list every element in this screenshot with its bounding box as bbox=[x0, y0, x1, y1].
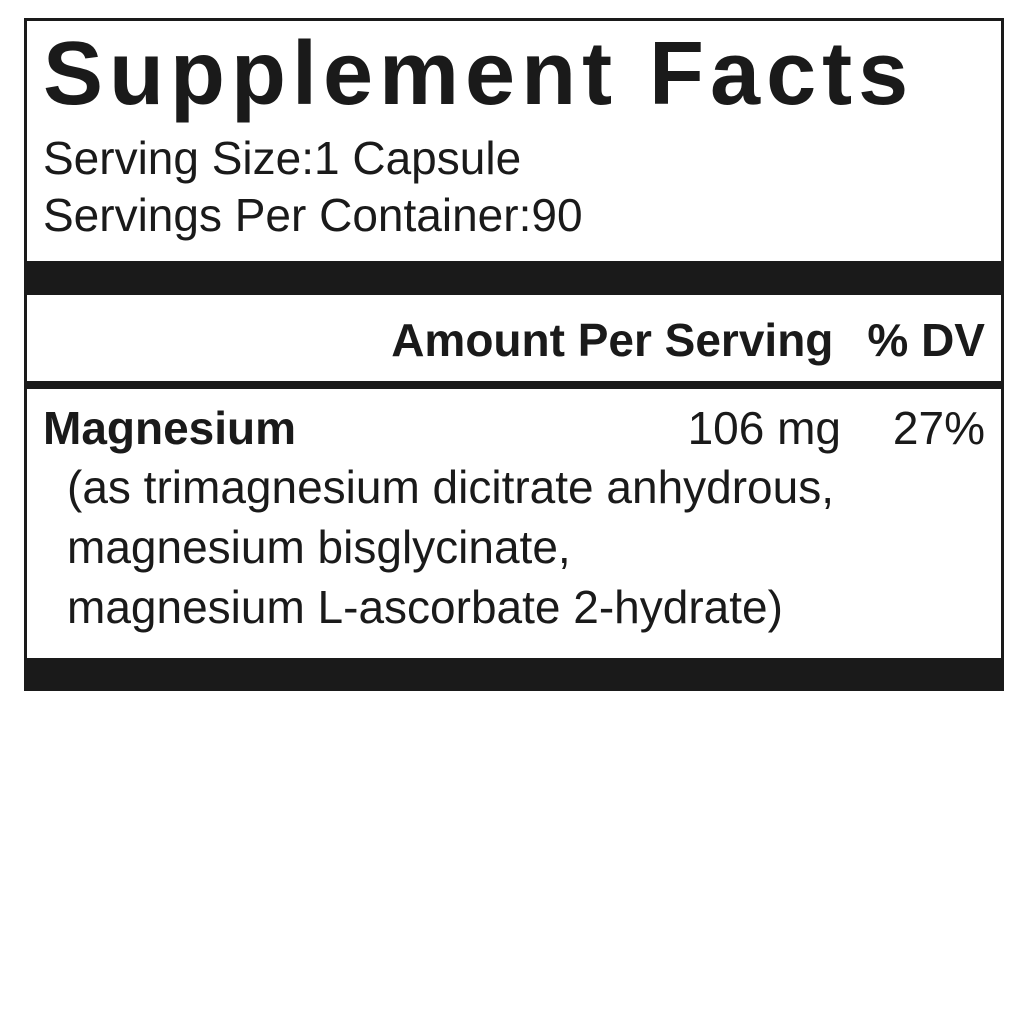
nutrient-row: Magnesium 106 mg 27% bbox=[43, 399, 985, 459]
servings-per-container-label: Servings Per Container: bbox=[43, 187, 531, 245]
nutrient-amount: 106 mg bbox=[296, 399, 875, 459]
thin-divider-bar bbox=[27, 381, 1001, 389]
bottom-divider-bar bbox=[27, 658, 1001, 688]
header-amount-per-serving: Amount Per Serving bbox=[391, 313, 833, 367]
serving-info: Serving Size: 1 Capsule Servings Per Con… bbox=[43, 130, 985, 245]
servings-per-container-row: Servings Per Container: 90 bbox=[43, 187, 985, 245]
header-percent-dv: % DV bbox=[867, 313, 985, 367]
serving-size-value: 1 Capsule bbox=[314, 130, 521, 188]
nutrient-detail-line: magnesium bisglycinate, bbox=[43, 518, 985, 578]
servings-per-container-value: 90 bbox=[531, 187, 582, 245]
serving-size-row: Serving Size: 1 Capsule bbox=[43, 130, 985, 188]
serving-size-label: Serving Size: bbox=[43, 130, 314, 188]
nutrient-name: Magnesium bbox=[43, 399, 296, 459]
thick-divider-bar bbox=[27, 261, 1001, 295]
nutrient-block: Magnesium 106 mg 27% (as trimagnesium di… bbox=[43, 389, 985, 658]
column-header-row: Amount Per Serving % DV bbox=[43, 295, 985, 381]
nutrient-dv: 27% bbox=[875, 399, 985, 459]
nutrient-detail-line: magnesium L-ascorbate 2-hydrate) bbox=[43, 578, 985, 638]
panel-title: Supplement Facts bbox=[43, 27, 985, 122]
nutrient-detail-line: (as trimagnesium dicitrate anhydrous, bbox=[43, 458, 985, 518]
supplement-facts-panel: Supplement Facts Serving Size: 1 Capsule… bbox=[24, 18, 1004, 691]
